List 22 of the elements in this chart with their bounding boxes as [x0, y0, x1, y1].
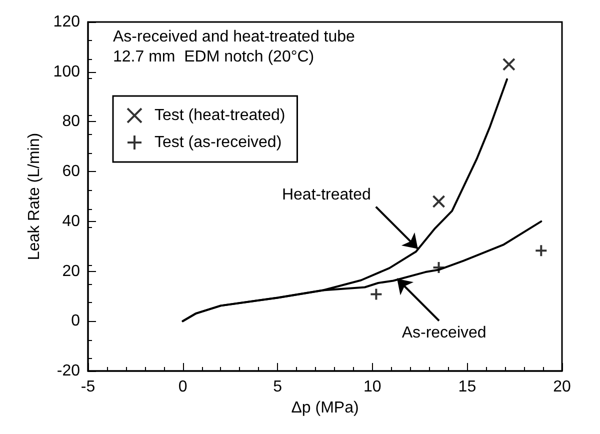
- y-tick-label: 0: [71, 312, 80, 330]
- y-tick-label: 100: [53, 63, 80, 80]
- y-axis-title: Leak Rate (L/min): [26, 132, 43, 260]
- y-tick-label: 40: [62, 212, 80, 230]
- x-tick-label: 5: [273, 378, 282, 396]
- legend-label: Test (as-received): [154, 134, 282, 151]
- y-tick-label: 60: [62, 163, 80, 180]
- annotation: Heat-treated: [282, 186, 371, 204]
- x-tick-label: 15: [458, 378, 476, 396]
- y-tick-label: 80: [62, 113, 80, 130]
- x-tick-label: 10: [364, 378, 382, 396]
- x-tick-label: 20: [553, 378, 571, 396]
- y-tick-label: 120: [53, 14, 80, 30]
- y-tick-label: 20: [62, 262, 80, 280]
- annotation: As-received: [402, 324, 486, 342]
- y-tick-label: -20: [56, 362, 80, 380]
- x-axis-title: Δp (MPa): [291, 399, 359, 416]
- legend-label: Test (heat-treated): [154, 107, 286, 124]
- x-tick-label: -5: [80, 378, 96, 396]
- text: 12.7 mm EDM notch (20°C): [113, 48, 314, 66]
- chart-title: As-received and heat-treated tube: [113, 28, 356, 46]
- x-tick-label: 0: [178, 378, 188, 396]
